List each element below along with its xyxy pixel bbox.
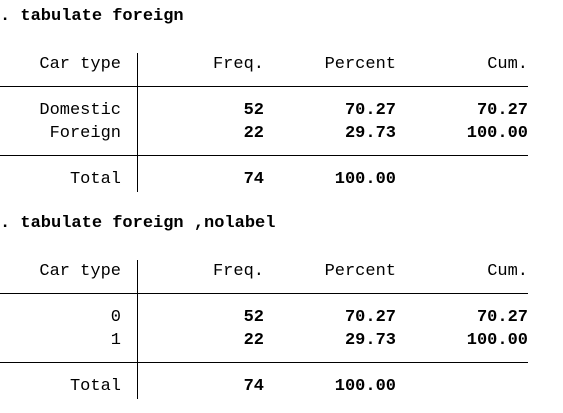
row-freq: 52 [243, 101, 264, 120]
row-percent: 70.27 [344, 308, 396, 327]
table-total-divider [0, 362, 528, 363]
row-percent: 70.27 [344, 101, 396, 120]
table-header-divider [0, 293, 528, 294]
header-cum: Cum. [487, 55, 528, 74]
row-cum: 70.27 [476, 308, 528, 327]
header-percent: Percent [324, 262, 396, 281]
header-car-type: Car type [39, 55, 121, 74]
total-freq: 74 [243, 170, 264, 189]
row-percent: 29.73 [344, 124, 396, 143]
total-label: Total [69, 170, 121, 189]
header-cum: Cum. [487, 262, 528, 281]
table-header-divider [0, 86, 528, 87]
row-cum: 100.00 [466, 124, 528, 143]
header-freq: Freq. [212, 262, 264, 281]
row-label: Domestic [39, 101, 121, 120]
command-line: . tabulate foreign ,nolabel [0, 214, 276, 233]
row-label: 0 [110, 308, 121, 327]
row-percent: 29.73 [344, 331, 396, 350]
total-percent: 100.00 [334, 170, 396, 189]
table-vertical-divider [137, 260, 138, 399]
total-label: Total [69, 377, 121, 396]
total-percent: 100.00 [334, 377, 396, 396]
header-percent: Percent [324, 55, 396, 74]
row-label: 1 [110, 331, 121, 350]
frequency-table: Car type Freq. Percent Cum. 0 52 70.27 7… [0, 260, 530, 399]
row-cum: 100.00 [466, 331, 528, 350]
row-freq: 52 [243, 308, 264, 327]
table-vertical-divider [137, 53, 138, 192]
row-label: Foreign [49, 124, 121, 143]
row-cum: 70.27 [476, 101, 528, 120]
frequency-table: Car type Freq. Percent Cum. Domestic 52 … [0, 53, 530, 192]
row-freq: 22 [243, 331, 264, 350]
header-car-type: Car type [39, 262, 121, 281]
total-freq: 74 [243, 377, 264, 396]
header-freq: Freq. [212, 55, 264, 74]
command-line: . tabulate foreign [0, 7, 184, 26]
table-total-divider [0, 155, 528, 156]
row-freq: 22 [243, 124, 264, 143]
